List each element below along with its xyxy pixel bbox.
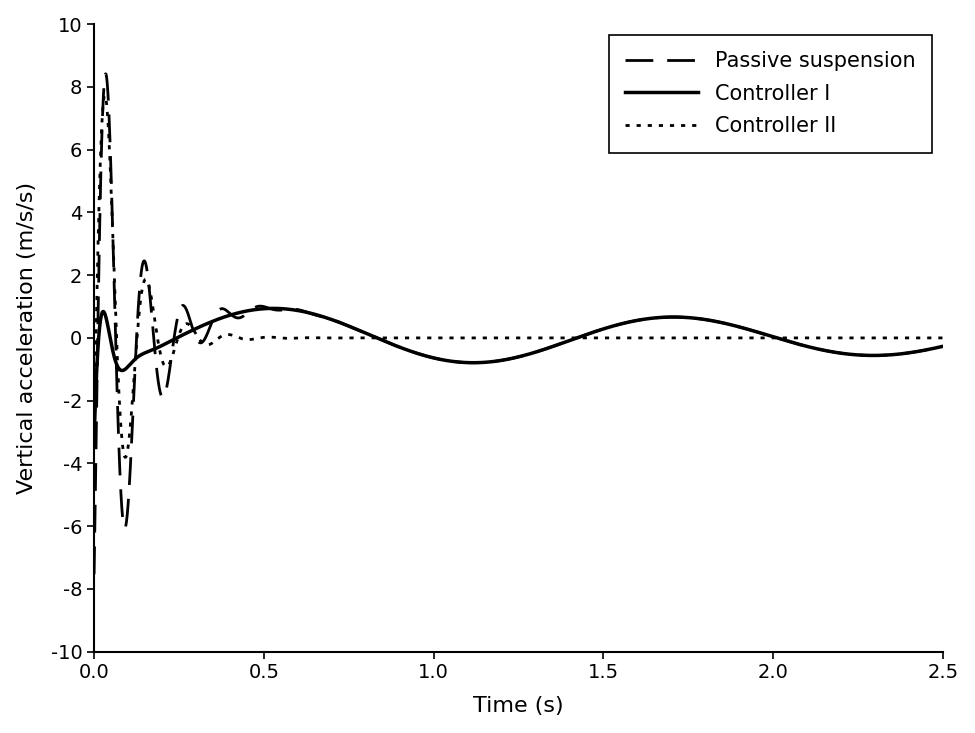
Passive suspension xyxy=(254,302,266,311)
Legend: Passive suspension, Controller I, Controller II: Passive suspension, Controller I, Contro… xyxy=(608,34,932,153)
Line: Controller I: Controller I xyxy=(95,309,943,438)
Controller II xyxy=(98,91,110,100)
Controller I xyxy=(937,342,949,351)
Controller I xyxy=(876,351,887,360)
Passive suspension xyxy=(89,570,100,578)
Line: Controller II: Controller II xyxy=(95,95,943,457)
X-axis label: Time (s): Time (s) xyxy=(473,696,564,716)
Passive suspension xyxy=(99,70,111,78)
Controller II xyxy=(120,453,132,462)
Line: Passive suspension: Passive suspension xyxy=(95,74,943,574)
Controller II xyxy=(876,334,887,342)
Controller I xyxy=(676,313,687,322)
Passive suspension xyxy=(937,342,949,351)
Y-axis label: Vertical acceleration (m/s/s): Vertical acceleration (m/s/s) xyxy=(17,182,37,494)
Controller I xyxy=(267,304,279,313)
Controller II xyxy=(854,334,866,342)
Controller II xyxy=(254,334,266,342)
Controller II xyxy=(937,334,949,342)
Controller I xyxy=(854,350,866,359)
Controller I xyxy=(89,434,100,443)
Controller I xyxy=(881,350,893,359)
Controller I xyxy=(498,356,510,364)
Controller II xyxy=(89,440,100,449)
Passive suspension xyxy=(498,356,510,364)
Controller I xyxy=(254,305,266,314)
Controller II xyxy=(881,334,893,342)
Controller II xyxy=(498,334,510,342)
Passive suspension xyxy=(881,350,893,359)
Passive suspension xyxy=(854,350,866,359)
Controller II xyxy=(676,334,687,342)
Passive suspension xyxy=(876,351,887,360)
Passive suspension xyxy=(676,313,687,322)
